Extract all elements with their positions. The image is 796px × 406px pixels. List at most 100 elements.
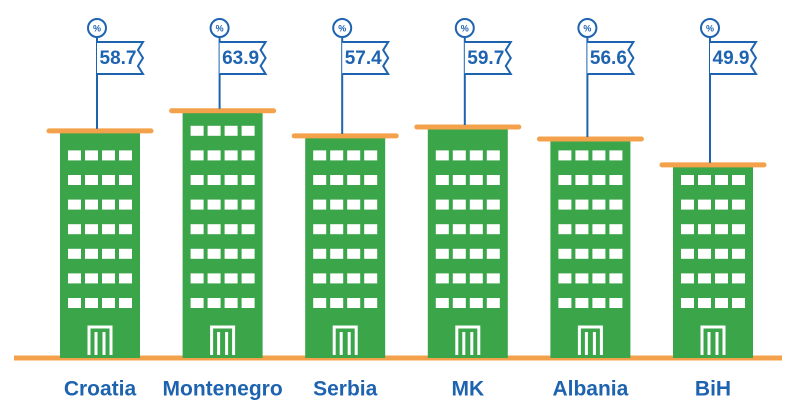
window <box>715 199 728 210</box>
window <box>207 224 221 235</box>
window <box>102 224 115 235</box>
building <box>673 164 753 358</box>
window <box>486 298 500 308</box>
window <box>452 150 466 161</box>
category-label: Montenegro <box>163 378 283 401</box>
window <box>715 224 728 235</box>
window <box>698 298 711 308</box>
window <box>558 199 572 210</box>
window <box>732 248 745 259</box>
window <box>224 273 238 284</box>
window <box>364 199 378 210</box>
window <box>558 248 572 259</box>
window <box>715 273 728 284</box>
percent-symbol: % <box>706 23 714 33</box>
window <box>190 125 204 136</box>
door <box>210 325 236 355</box>
window <box>224 175 238 185</box>
window <box>575 199 589 210</box>
window <box>68 224 81 235</box>
percent-symbol: % <box>216 23 224 33</box>
window <box>102 273 115 284</box>
window <box>469 224 483 235</box>
category-label: Serbia <box>313 378 378 401</box>
window <box>330 298 344 308</box>
building <box>550 138 631 358</box>
window <box>119 175 132 185</box>
window <box>732 298 745 308</box>
window <box>469 175 483 185</box>
window <box>609 175 623 185</box>
flag <box>710 41 758 75</box>
window <box>681 224 694 235</box>
window <box>241 150 255 161</box>
window <box>313 175 327 185</box>
window <box>207 175 221 185</box>
window <box>486 199 500 210</box>
window <box>68 199 81 210</box>
percent-icon <box>700 18 720 38</box>
percent-icon <box>209 18 230 38</box>
value-label: 58.7 <box>100 48 137 69</box>
window <box>558 175 572 185</box>
window <box>190 224 204 235</box>
window <box>207 273 221 284</box>
window <box>190 248 204 259</box>
window <box>486 224 500 235</box>
window <box>68 248 81 259</box>
window <box>207 199 221 210</box>
value-label: 63.9 <box>222 48 259 69</box>
percent-icon <box>454 18 475 38</box>
window <box>452 224 466 235</box>
window <box>68 175 81 185</box>
window <box>347 248 361 259</box>
window <box>681 248 694 259</box>
window <box>102 248 115 259</box>
window <box>592 175 606 185</box>
window <box>85 199 98 210</box>
window <box>486 175 500 185</box>
window <box>469 150 483 161</box>
building <box>427 126 508 358</box>
window <box>575 298 589 308</box>
window <box>435 273 449 284</box>
window <box>364 175 378 185</box>
window <box>364 248 378 259</box>
window <box>241 224 255 235</box>
category-label: BiH <box>695 378 731 401</box>
flag <box>97 41 145 75</box>
window <box>330 273 344 284</box>
window <box>558 150 572 161</box>
window <box>732 273 745 284</box>
window <box>313 224 327 235</box>
window <box>119 248 132 259</box>
window <box>241 273 255 284</box>
value-label: 49.9 <box>713 48 750 69</box>
window <box>330 199 344 210</box>
window <box>347 175 361 185</box>
window <box>68 298 81 308</box>
category-label: Albania <box>552 378 628 401</box>
window <box>241 298 255 308</box>
window <box>364 273 378 284</box>
door <box>87 325 113 355</box>
window <box>330 248 344 259</box>
window <box>681 175 694 185</box>
category-label: Croatia <box>64 378 137 401</box>
window <box>609 224 623 235</box>
window <box>486 150 500 161</box>
window <box>347 298 361 308</box>
window <box>575 273 589 284</box>
window <box>190 199 204 210</box>
window <box>609 273 623 284</box>
window <box>732 199 745 210</box>
window <box>681 298 694 308</box>
window <box>681 199 694 210</box>
window <box>435 150 449 161</box>
window <box>364 150 378 161</box>
window <box>469 298 483 308</box>
window <box>313 298 327 308</box>
window <box>364 298 378 308</box>
window <box>119 273 132 284</box>
window <box>452 199 466 210</box>
